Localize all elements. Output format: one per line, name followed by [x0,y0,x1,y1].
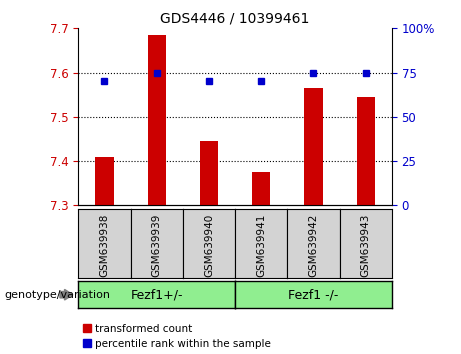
Text: Fezf1 -/-: Fezf1 -/- [288,288,339,301]
Bar [252,172,270,205]
Bar [95,156,113,205]
Text: GSM639940: GSM639940 [204,214,214,277]
Text: GSM639943: GSM639943 [361,214,371,277]
Text: GSM639939: GSM639939 [152,214,162,277]
Text: GSM639941: GSM639941 [256,214,266,277]
Text: genotype/variation: genotype/variation [5,290,111,300]
Bar [357,97,375,205]
Bar [200,141,218,205]
Legend: transformed count, percentile rank within the sample: transformed count, percentile rank withi… [83,324,271,349]
Text: GSM639938: GSM639938 [100,214,110,277]
Bar [148,35,166,205]
Title: GDS4446 / 10399461: GDS4446 / 10399461 [160,12,310,26]
Text: GSM639942: GSM639942 [308,214,319,277]
Bar [304,88,323,205]
Text: Fezf1+/-: Fezf1+/- [130,288,183,301]
